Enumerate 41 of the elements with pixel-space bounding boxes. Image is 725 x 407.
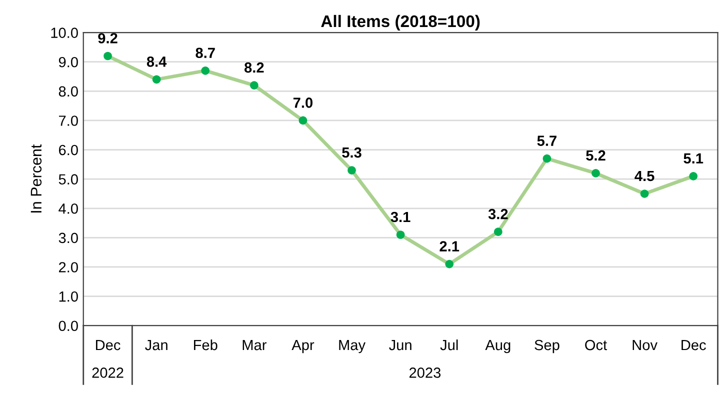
data-label: 4.5 [634,170,654,182]
x-tick-label: Dec [96,340,120,350]
data-label: 5.3 [342,147,362,158]
y-axis-title: In Percent [30,144,42,212]
x-tick-label: Apr [292,340,314,354]
data-label: 8.7 [196,48,215,58]
data-label: 5.1 [684,153,704,164]
data-label: 5.7 [537,136,556,146]
x-tick-label: Sep [534,340,560,354]
x-tick-label: Jul [440,339,458,350]
x-tick-label: Nov [632,340,658,350]
y-tick-label: 4.0 [58,203,78,214]
x-tick-label: Oct [585,340,607,350]
x-tick-label: Mar [242,340,266,350]
y-tick-label: 7.0 [58,116,78,126]
y-tick-label: 8.0 [58,86,78,97]
x-tick-label: Dec [682,340,706,350]
x-tick-label: Jan [145,340,168,350]
y-tick-label: 10.0 [51,28,78,38]
text: 2023 [409,368,441,378]
x-tick-label: Feb [194,339,218,350]
data-label: 7.0 [293,98,313,108]
y-tick-label: 3.0 [58,232,78,244]
y-tick-label: 0.0 [58,320,78,332]
x-tick-label: Aug [485,340,510,354]
data-label: 8.4 [146,56,167,67]
y-tick-label: 6.0 [58,144,78,156]
data-label: 9.2 [98,33,118,44]
data-label: 3.2 [488,208,508,220]
y-tick-label: 2.0 [58,262,78,272]
data-label: 8.2 [244,62,264,73]
x-tick-label: Jun [389,340,412,350]
chart-title: All Items (2018=100) [321,14,480,30]
data-label: 3.1 [390,212,410,222]
text: 2022 [92,368,124,378]
data-label: 2.1 [440,241,460,252]
y-tick-label: 1.0 [59,291,78,302]
data-label: 5.2 [586,150,606,161]
x-tick-label: May [339,340,366,354]
y-tick-label: 9.0 [58,56,78,68]
y-tick-label: 5.0 [58,174,78,185]
